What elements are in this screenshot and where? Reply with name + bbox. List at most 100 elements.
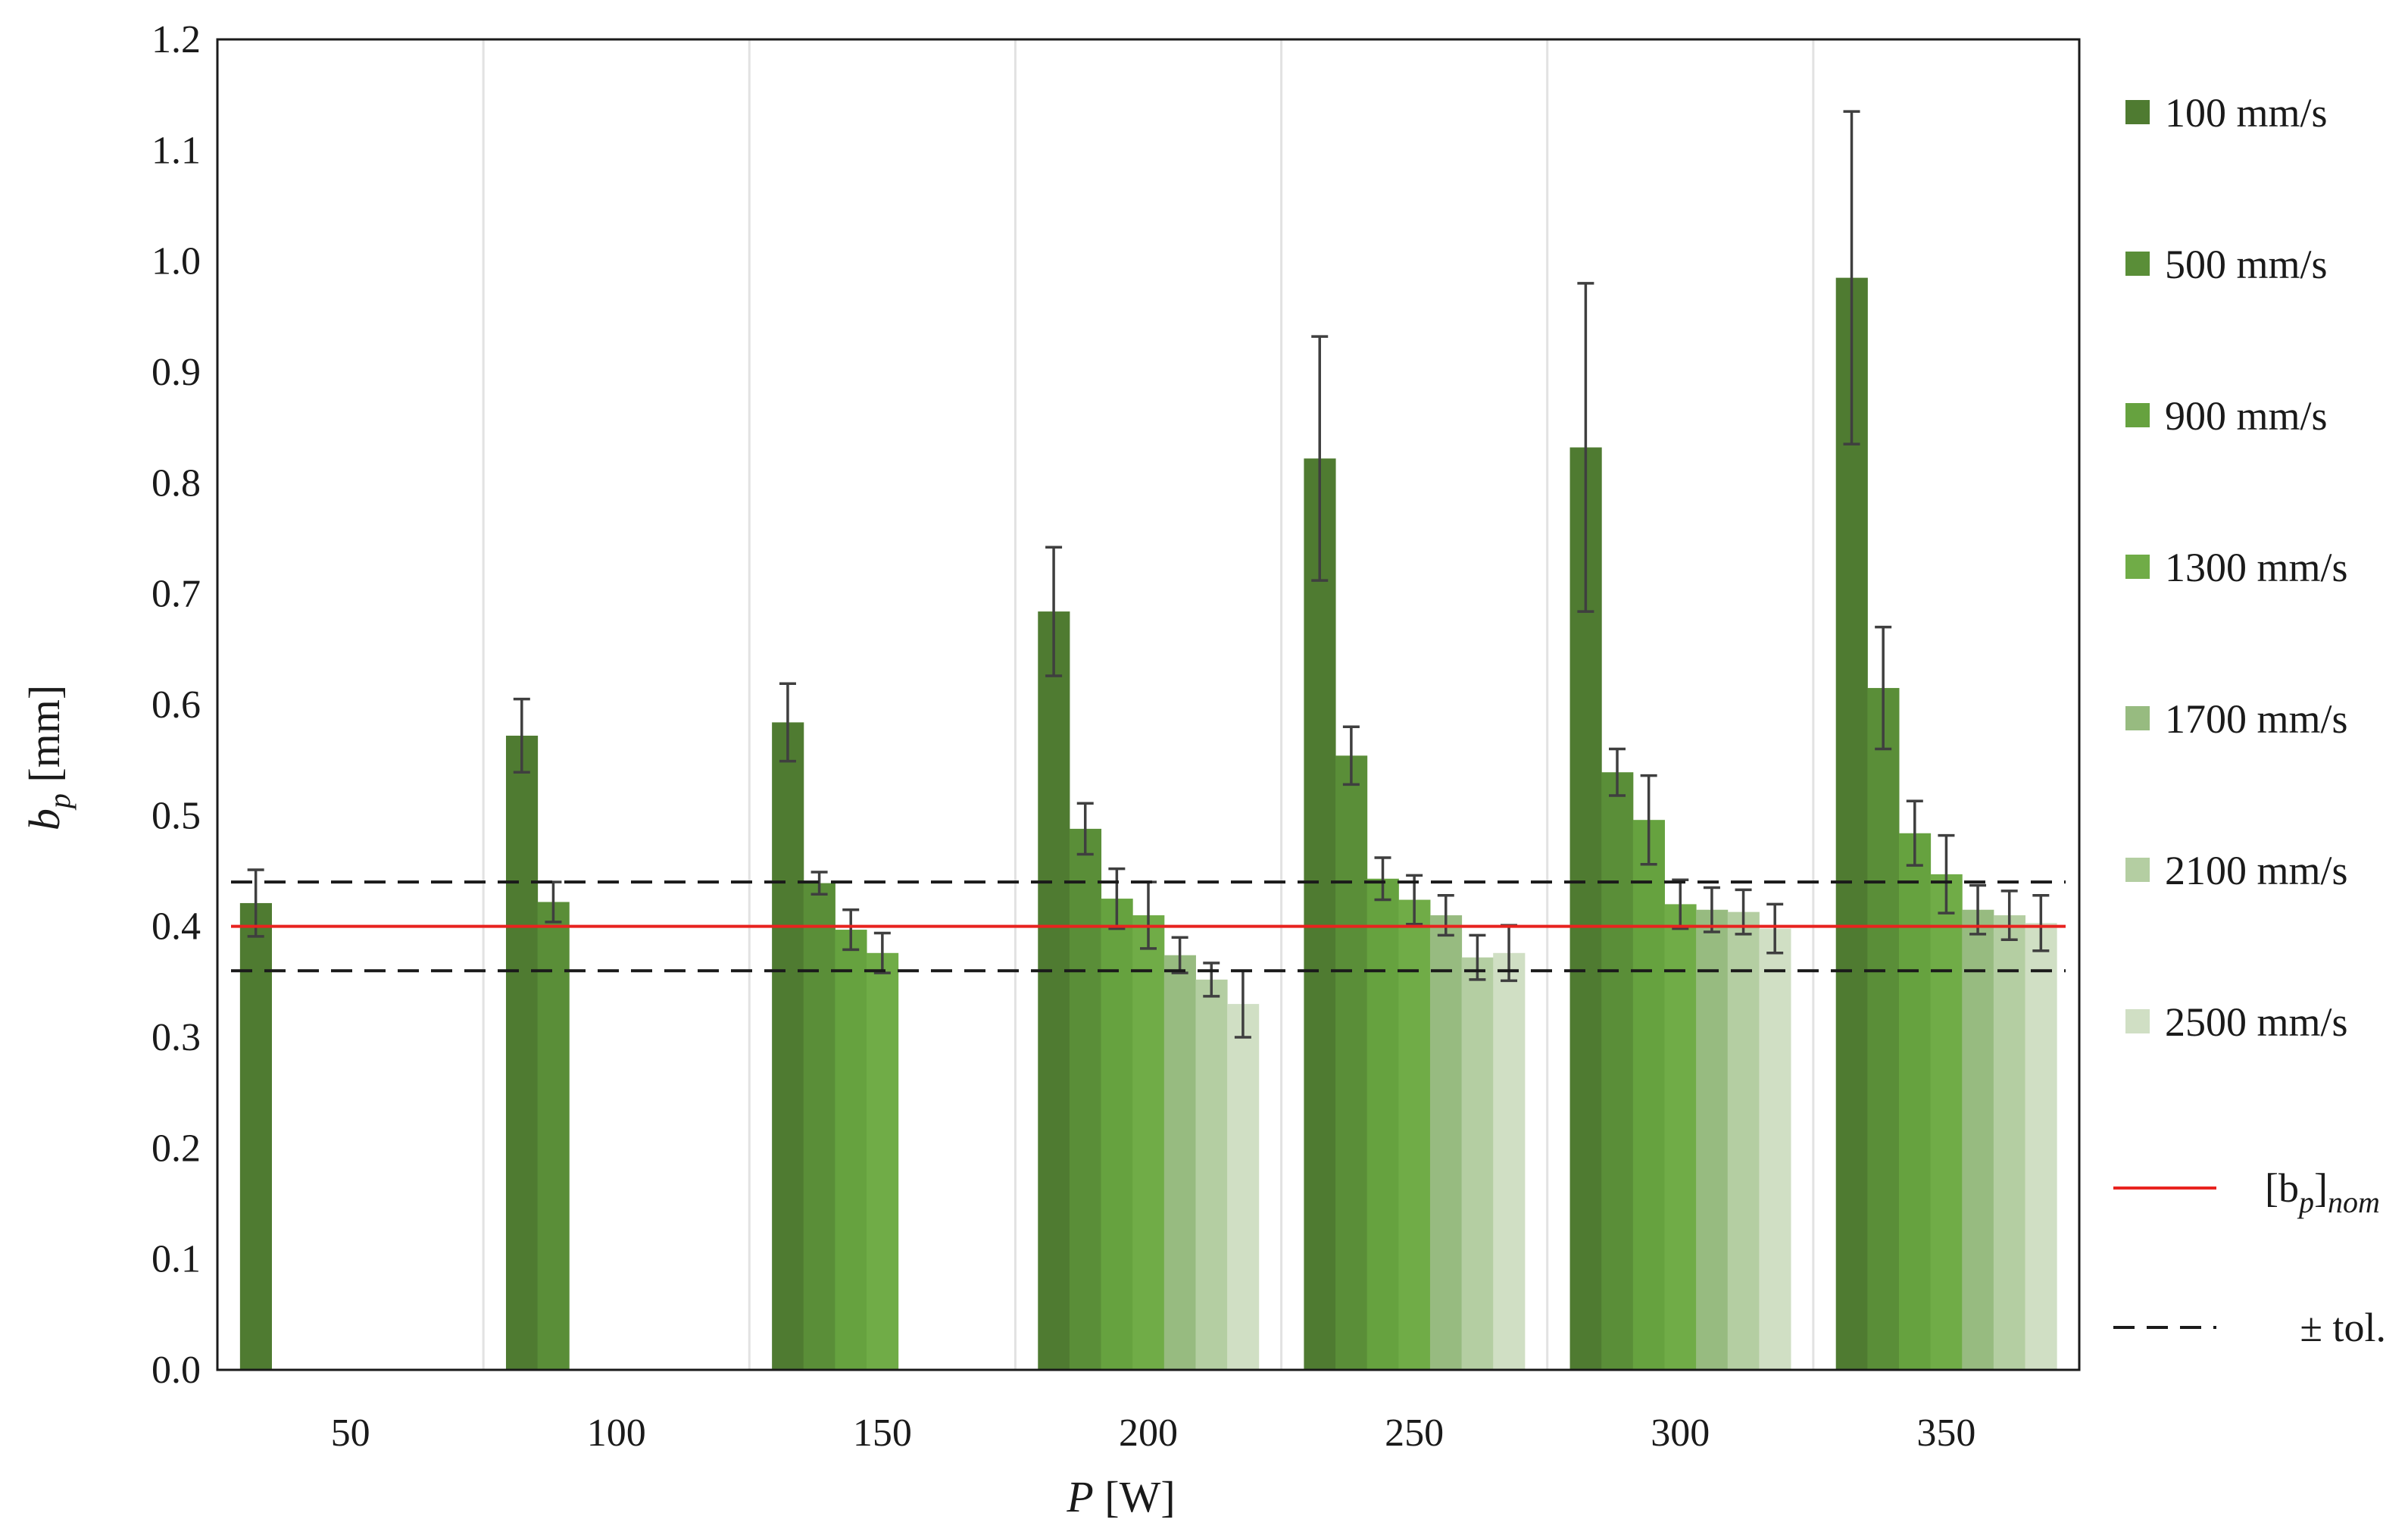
x-tick-label: 100 bbox=[587, 1412, 646, 1455]
bar bbox=[2025, 923, 2057, 1370]
error-bar bbox=[1766, 902, 1784, 955]
legend-item: 2500 mm/s bbox=[2125, 999, 2348, 1045]
legend-item: 1700 mm/s bbox=[2125, 696, 2348, 742]
legend-item: 100 mm/s bbox=[2125, 90, 2328, 136]
legend-label: 2500 mm/s bbox=[2165, 999, 2348, 1045]
bar bbox=[1398, 899, 1431, 1370]
bar bbox=[1195, 979, 1228, 1370]
bar bbox=[1962, 909, 1994, 1370]
bar bbox=[1461, 957, 1494, 1370]
error-bar bbox=[1171, 936, 1188, 974]
bar bbox=[1759, 928, 1791, 1370]
x-axis-label: P [W] bbox=[1066, 1472, 1175, 1521]
error-bar bbox=[779, 682, 796, 763]
error-bar bbox=[513, 697, 530, 774]
error-bar bbox=[2032, 893, 2050, 952]
x-tick-label: 150 bbox=[853, 1412, 912, 1455]
y-tick-label: 0.1 bbox=[151, 1238, 201, 1281]
legend-item: 900 mm/s bbox=[2125, 393, 2328, 439]
bar bbox=[1664, 904, 1697, 1370]
bar bbox=[1163, 955, 1196, 1370]
legend: 100 mm/s 500 mm/s 900 mm/s 1300 mm/s 1700 mm… bbox=[2125, 90, 2348, 1045]
error-bar bbox=[1906, 799, 1923, 867]
y-tick-label: 0.2 bbox=[151, 1127, 201, 1170]
bar bbox=[1366, 878, 1399, 1370]
y-tick-label: 0.8 bbox=[151, 461, 201, 505]
bar bbox=[1601, 772, 1634, 1370]
x-tick-label: 50 bbox=[331, 1412, 370, 1455]
legend-swatch bbox=[2125, 252, 2150, 276]
bar bbox=[537, 902, 570, 1370]
bar bbox=[1493, 952, 1526, 1370]
error-bar bbox=[1311, 335, 1329, 582]
legend-label: 100 mm/s bbox=[2165, 90, 2328, 136]
error-bar bbox=[873, 931, 891, 974]
error-bar bbox=[1843, 110, 1860, 446]
bar bbox=[835, 930, 867, 1370]
y-tick-label: 0.9 bbox=[151, 351, 201, 394]
bar bbox=[1227, 1004, 1260, 1370]
bar bbox=[1101, 899, 1133, 1370]
error-bar bbox=[1374, 856, 1391, 902]
x-tick-label: 350 bbox=[1916, 1412, 1975, 1455]
error-bar bbox=[1076, 802, 1094, 856]
bar bbox=[505, 735, 539, 1370]
error-bars bbox=[247, 110, 2050, 1039]
legend-swatch bbox=[2125, 555, 2150, 579]
legend-label: 2100 mm/s bbox=[2165, 848, 2348, 893]
legend-item: 500 mm/s bbox=[2125, 242, 2328, 287]
legend-swatch bbox=[2125, 403, 2150, 427]
bar bbox=[1930, 874, 1963, 1370]
legend-item: 1300 mm/s bbox=[2125, 545, 2348, 590]
error-bar bbox=[1703, 886, 1720, 933]
y-tick-label: 0.0 bbox=[151, 1349, 201, 1392]
error-bar bbox=[1203, 961, 1220, 998]
legend-item: 2100 mm/s bbox=[2125, 848, 2348, 893]
legend-item-nominal: [bp]nom bbox=[2113, 1165, 2380, 1219]
error-bar bbox=[1672, 878, 1689, 930]
legend-swatch bbox=[2125, 1009, 2150, 1033]
error-bar bbox=[1938, 833, 1955, 915]
y-tick-label: 0.5 bbox=[151, 794, 201, 837]
error-bar bbox=[1108, 867, 1126, 930]
error-bar bbox=[1577, 282, 1594, 613]
bar bbox=[1069, 828, 1102, 1370]
error-bar bbox=[1045, 546, 1063, 677]
error-bar bbox=[842, 908, 860, 952]
y-tick-label: 0.4 bbox=[151, 905, 201, 949]
bar bbox=[1835, 277, 1868, 1370]
bar bbox=[239, 902, 272, 1370]
bar bbox=[1898, 833, 1932, 1370]
x-tick-label: 200 bbox=[1119, 1412, 1178, 1455]
legend-swatch bbox=[2125, 100, 2150, 124]
bar bbox=[1632, 820, 1665, 1370]
bar bbox=[1993, 915, 2026, 1370]
bar bbox=[1727, 911, 1760, 1370]
y-axis-label: bp [mm] bbox=[20, 685, 77, 830]
bar bbox=[803, 883, 835, 1370]
error-bar bbox=[1640, 774, 1657, 866]
y-tick-label: 0.7 bbox=[151, 573, 201, 616]
legend-label: 900 mm/s bbox=[2165, 393, 2328, 439]
legend-label-tolerance: ± tol. bbox=[2300, 1305, 2386, 1350]
y-tick-label: 0.3 bbox=[151, 1016, 201, 1059]
legend-item-tolerance: ± tol. bbox=[2113, 1305, 2386, 1350]
y-tick-labels: 0.0 0.1 0.2 0.3 0.4 0.5 0.6 0.7 0.8 0.9 1.0 1.1 1.2 bbox=[151, 18, 201, 1392]
grid-lines bbox=[482, 39, 1815, 1370]
x-tick-label: 300 bbox=[1651, 1412, 1710, 1455]
legend-label-nominal: [bp]nom bbox=[2265, 1165, 2380, 1219]
bars bbox=[239, 277, 2057, 1371]
y-tick-label: 0.6 bbox=[151, 683, 201, 727]
error-bar bbox=[1437, 893, 1454, 937]
y-tick-label: 1.0 bbox=[151, 240, 201, 283]
legend-label: 1700 mm/s bbox=[2165, 696, 2348, 742]
bar bbox=[1696, 909, 1729, 1370]
bar bbox=[1429, 915, 1463, 1370]
legend-label: 500 mm/s bbox=[2165, 242, 2328, 287]
legend-swatch bbox=[2125, 858, 2150, 882]
y-tick-label: 1.1 bbox=[151, 129, 201, 172]
y-tick-label: 1.2 bbox=[151, 18, 201, 61]
plot-frame bbox=[216, 38, 2081, 1371]
error-bar bbox=[1609, 747, 1626, 797]
